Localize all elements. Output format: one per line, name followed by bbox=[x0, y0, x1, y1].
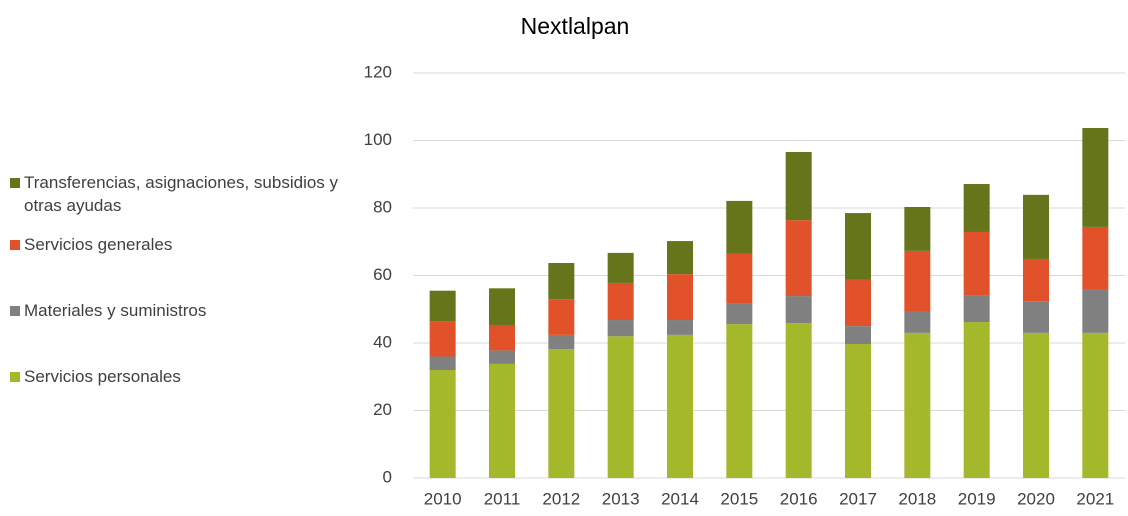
y-tick-label: 100 bbox=[364, 130, 392, 149]
y-tick-label: 60 bbox=[373, 265, 392, 284]
legend-item: Materiales y suministros bbox=[10, 299, 340, 322]
bar-segment bbox=[904, 206, 931, 251]
x-tick-label: 2012 bbox=[542, 489, 580, 508]
bar-segment bbox=[548, 263, 575, 300]
y-tick-label: 0 bbox=[383, 467, 392, 486]
bar-segment bbox=[1082, 332, 1109, 478]
x-tick-label: 2017 bbox=[839, 489, 877, 508]
bar-segment bbox=[548, 299, 575, 335]
bar-segment bbox=[904, 250, 931, 312]
bar-segment bbox=[726, 253, 753, 304]
x-tick-label: 2019 bbox=[958, 489, 996, 508]
legend-swatch bbox=[10, 178, 20, 188]
bar-segment bbox=[607, 336, 634, 478]
bar-segment bbox=[607, 252, 634, 283]
bar-segment bbox=[1082, 226, 1109, 289]
x-tick-label: 2016 bbox=[780, 489, 818, 508]
bar-segment bbox=[785, 323, 812, 478]
bar-segment bbox=[963, 184, 990, 232]
legend-swatch bbox=[10, 306, 20, 316]
bar-segment bbox=[429, 290, 456, 322]
bar-segment bbox=[429, 356, 456, 370]
bar-segment bbox=[726, 200, 753, 254]
y-tick-label: 40 bbox=[373, 332, 392, 351]
bar-segment bbox=[726, 324, 753, 478]
bar-segment bbox=[785, 296, 812, 324]
legend-swatch bbox=[10, 240, 20, 250]
bar-segment bbox=[1023, 194, 1049, 259]
bar-segment bbox=[548, 334, 575, 350]
bar-segment bbox=[667, 241, 693, 275]
y-tick-label: 80 bbox=[373, 197, 392, 216]
bar-segment bbox=[429, 321, 456, 357]
y-tick-label: 120 bbox=[364, 62, 392, 81]
bar-segment bbox=[489, 325, 515, 351]
legend-swatch bbox=[10, 372, 20, 382]
bar-segment bbox=[904, 311, 931, 333]
bar-segment bbox=[1023, 332, 1049, 478]
bar-segment bbox=[726, 303, 753, 325]
bar-segment bbox=[489, 288, 515, 326]
y-tick-label: 20 bbox=[373, 400, 392, 419]
bar-segment bbox=[904, 332, 931, 478]
legend-label: Servicios personales bbox=[24, 367, 181, 386]
x-tick-label: 2021 bbox=[1076, 489, 1114, 508]
x-tick-label: 2011 bbox=[484, 489, 521, 508]
bar-segment bbox=[667, 320, 693, 335]
x-tick-label: 2018 bbox=[898, 489, 936, 508]
x-tick-label: 2014 bbox=[661, 489, 699, 508]
bar-segment bbox=[1082, 289, 1109, 333]
legend-label: Servicios generales bbox=[24, 235, 173, 254]
bar-segment bbox=[1082, 128, 1109, 227]
bar-segment bbox=[429, 370, 456, 478]
legend-item: Servicios personales bbox=[10, 365, 340, 388]
x-tick-label: 2010 bbox=[424, 489, 462, 508]
legend-item: Transferencias, asignaciones, subsidios … bbox=[10, 171, 340, 217]
legend-item: Servicios generales bbox=[10, 233, 340, 256]
bar-segment bbox=[845, 344, 871, 478]
bar-segment bbox=[845, 213, 871, 280]
bar-segment bbox=[963, 322, 990, 478]
bar-segment bbox=[785, 151, 812, 221]
legend-label: Transferencias, asignaciones, subsidios … bbox=[24, 173, 339, 215]
bar-segment bbox=[1023, 301, 1049, 333]
bar-segment bbox=[489, 350, 515, 364]
bar-segment bbox=[607, 320, 634, 337]
bar-segment bbox=[1023, 258, 1049, 302]
bar-segment bbox=[845, 279, 871, 327]
chart-title: Nextlalpan bbox=[521, 13, 630, 39]
bar-segment bbox=[607, 282, 634, 321]
bar-segment bbox=[963, 231, 990, 296]
bar-segment bbox=[548, 349, 575, 478]
bar-segment bbox=[489, 363, 515, 478]
x-tick-label: 2015 bbox=[720, 489, 758, 508]
x-tick-label: 2013 bbox=[602, 489, 640, 508]
bar-segment bbox=[667, 274, 693, 321]
bar-segment bbox=[963, 295, 990, 323]
x-tick-label: 2020 bbox=[1017, 489, 1055, 508]
bar-segment bbox=[785, 220, 812, 297]
legend-label: Materiales y suministros bbox=[24, 301, 207, 320]
bar-segment bbox=[845, 326, 871, 345]
bar-segment bbox=[667, 334, 693, 478]
